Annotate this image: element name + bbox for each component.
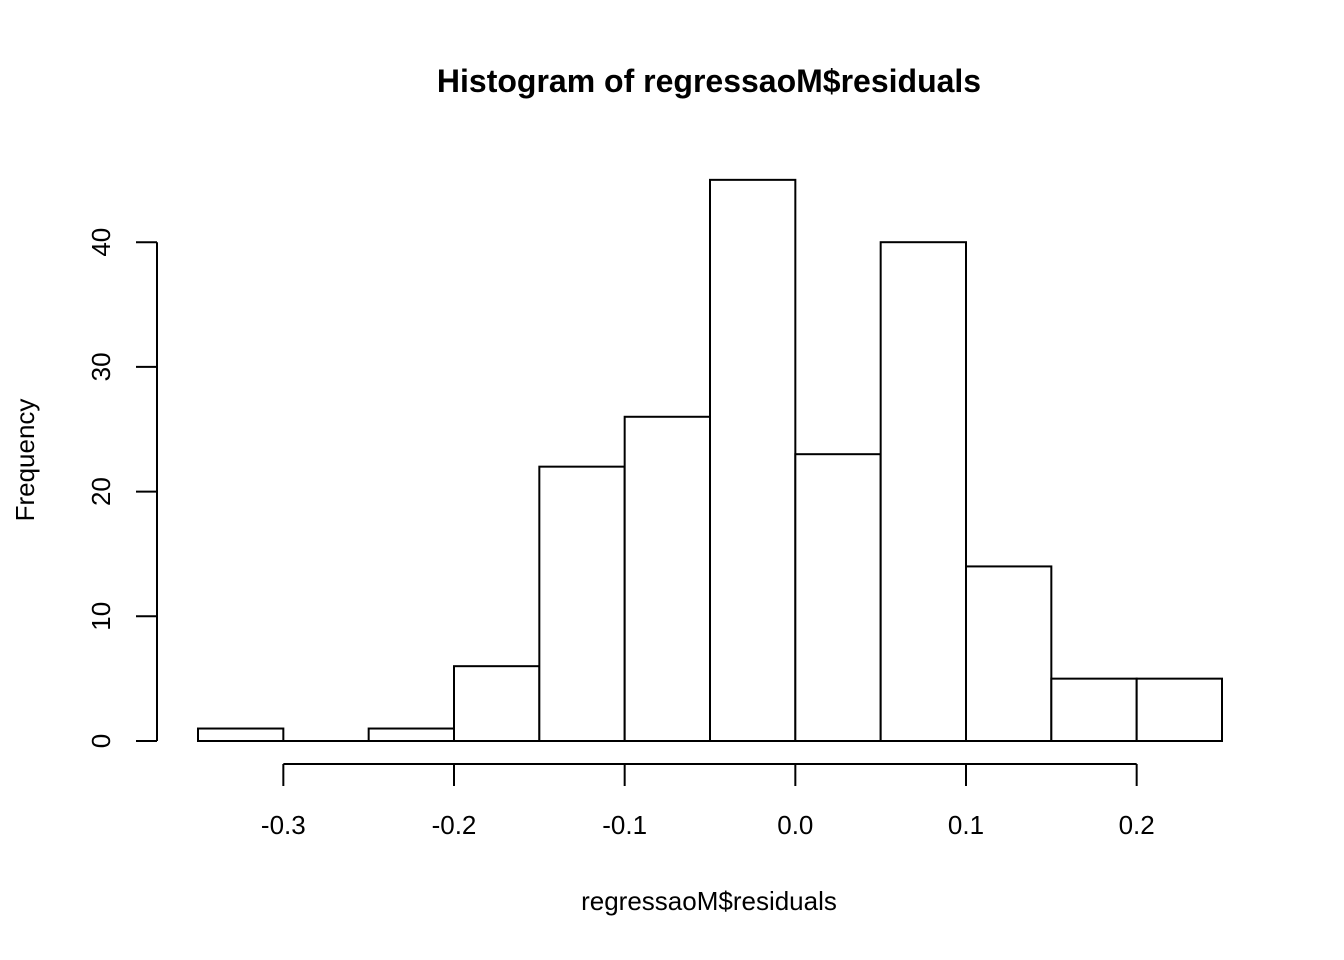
chart-title: Histogram of regressaoM$residuals xyxy=(437,63,981,99)
y-tick-label: 10 xyxy=(86,602,116,631)
x-axis: -0.3 -0.2 -0.1 0.0 0.1 0.2 xyxy=(261,763,1155,840)
histogram-bar xyxy=(1050,677,1138,743)
histogram-bar xyxy=(709,178,797,743)
x-axis-label: regressaoM$residuals xyxy=(581,886,837,916)
histogram-bar xyxy=(623,415,712,742)
x-tick-label: -0.3 xyxy=(261,810,306,840)
histogram-bar xyxy=(879,241,968,742)
histogram-bar xyxy=(965,565,1053,742)
y-tick-label: 20 xyxy=(86,477,116,506)
histogram-bar xyxy=(1135,677,1223,743)
x-tick-label: 0.0 xyxy=(777,810,813,840)
histogram-bar xyxy=(453,665,541,742)
histogram-bar xyxy=(794,453,882,742)
x-tick-label: -0.2 xyxy=(432,810,477,840)
y-tick-label: 0 xyxy=(86,734,116,748)
x-tick-label: 0.1 xyxy=(948,810,984,840)
y-axis: 0 10 20 30 40 xyxy=(86,228,158,748)
y-tick-label: 30 xyxy=(86,352,116,381)
bars-group xyxy=(197,178,1223,743)
x-tick-label: 0.2 xyxy=(1119,810,1155,840)
y-tick-label: 40 xyxy=(86,228,116,257)
histogram-bar xyxy=(197,727,285,743)
histogram-bar xyxy=(538,465,626,742)
x-tick-label: -0.1 xyxy=(602,810,647,840)
histogram-bar xyxy=(367,727,455,743)
y-axis-label: Frequency xyxy=(10,399,40,522)
